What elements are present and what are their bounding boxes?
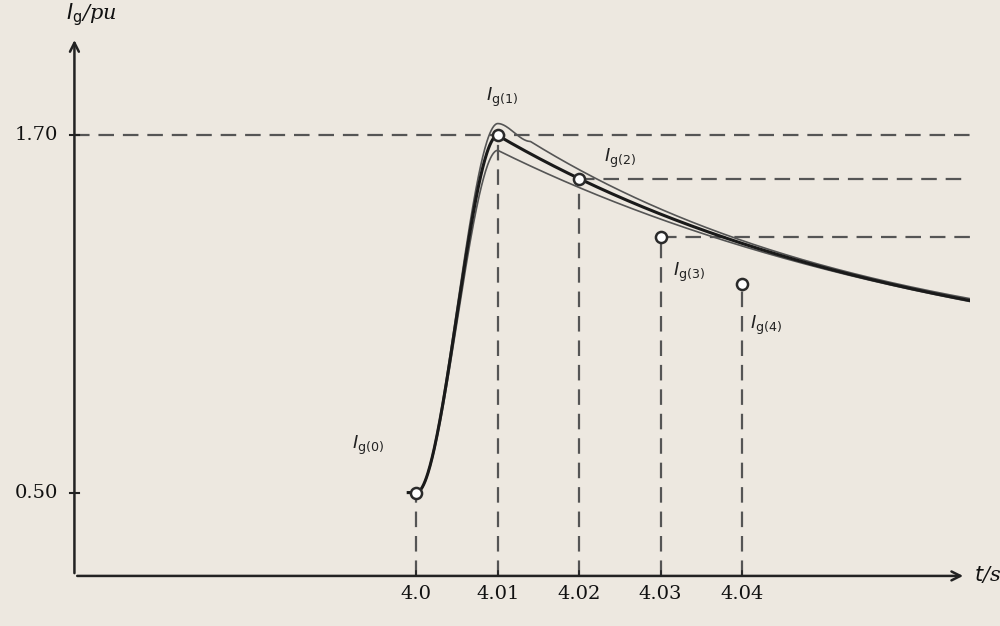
Text: $I_{\rm g(4)}$: $I_{\rm g(4)}$ [750,314,782,337]
Text: $I_{\rm g(1)}$: $I_{\rm g(1)}$ [486,86,518,109]
Text: $I_{\rm g(3)}$: $I_{\rm g(3)}$ [673,260,705,284]
Text: 4.01: 4.01 [476,585,519,603]
Text: 4.02: 4.02 [558,585,601,603]
Text: 4.04: 4.04 [720,585,764,603]
Text: 4.0: 4.0 [401,585,432,603]
Text: 0.50: 0.50 [15,484,58,501]
Text: 1.70: 1.70 [15,126,58,145]
Text: $I_{\rm g}$/pu: $I_{\rm g}$/pu [66,1,117,28]
Text: $I_{\rm g(2)}$: $I_{\rm g(2)}$ [604,146,636,170]
Text: $I_{\rm g(0)}$: $I_{\rm g(0)}$ [352,434,384,457]
Text: 4.03: 4.03 [639,585,682,603]
Text: $t$/s: $t$/s [974,564,1000,585]
